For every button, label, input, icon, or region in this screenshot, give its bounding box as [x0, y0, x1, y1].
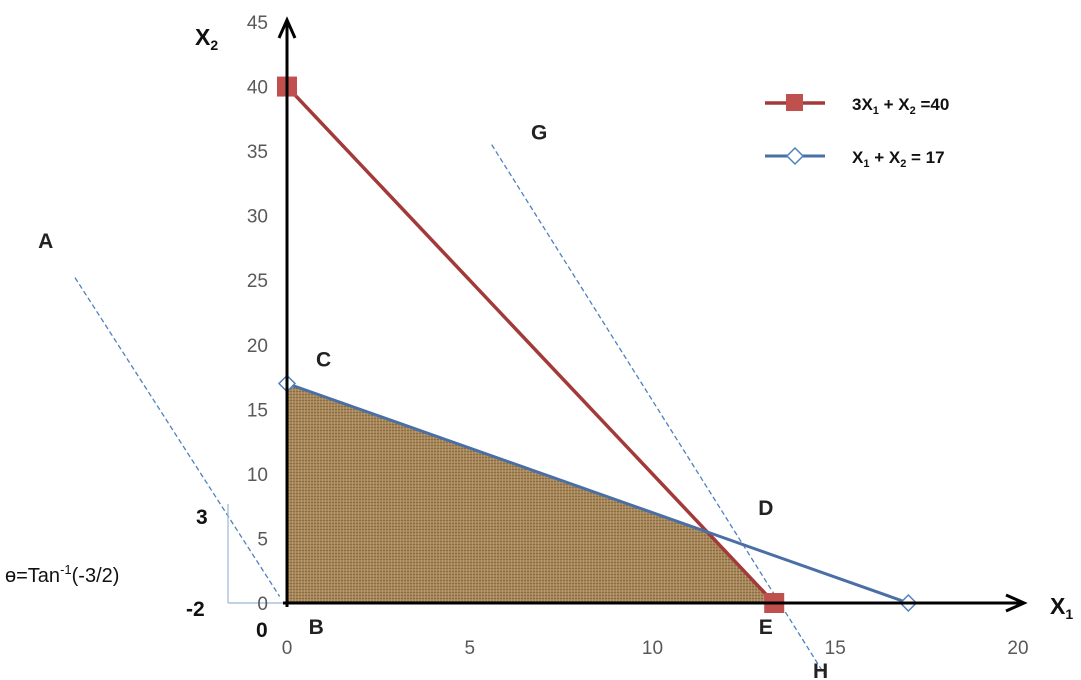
- origin-label: 0: [256, 619, 268, 642]
- series-line-2: [286, 382, 909, 605]
- x-axis-title: X1: [1050, 593, 1073, 622]
- y-tick-label: 35: [247, 142, 268, 163]
- feasible-region: [287, 383, 775, 603]
- point-label-b: B: [309, 616, 324, 639]
- legend-label-series-2: X1 + X2 = 17: [852, 148, 945, 170]
- angle-formula: ɵ=Tan-1(-3/2): [5, 562, 119, 587]
- y-tick-label: 25: [247, 271, 268, 292]
- x-tick-label: 0: [282, 638, 293, 659]
- point-label-a: A: [38, 230, 53, 253]
- point-label-c: C: [316, 349, 331, 372]
- objective-line-1: [74, 277, 281, 597]
- legend-diamond-marker-icon: [785, 146, 805, 166]
- y-tick-label: 5: [257, 529, 268, 550]
- x-tick-label: 20: [1007, 638, 1028, 659]
- y-tick-label: 20: [247, 336, 268, 357]
- y-tick-label: 45: [247, 13, 268, 34]
- angle-rise-label: 3: [196, 506, 208, 529]
- point-label-h: H: [813, 660, 828, 680]
- objective-line-2: [491, 144, 825, 675]
- series-line-1: [285, 85, 776, 605]
- legend-label-series-1: 3X1 + X2 =40: [852, 95, 949, 117]
- point-label-d: D: [758, 497, 773, 520]
- x-tick-label: 10: [642, 638, 663, 659]
- y-axis-arrow-icon: [277, 16, 297, 39]
- y-axis-title: X2: [195, 24, 218, 53]
- y-tick-label: 10: [247, 465, 268, 486]
- y-tick-label: 15: [247, 400, 268, 421]
- angle-run-label: -2: [186, 598, 205, 621]
- point-label-g: G: [531, 121, 547, 144]
- point-label-e: E: [759, 616, 773, 639]
- x-tick-label: 15: [825, 638, 846, 659]
- y-tick-label: 30: [247, 207, 268, 228]
- x-axis-arrow-icon: [1005, 593, 1028, 613]
- y-tick-label: 40: [247, 78, 268, 99]
- legend-square-marker-icon: [786, 94, 803, 111]
- y-tick-label: 0: [257, 594, 268, 615]
- x-tick-label: 5: [464, 638, 475, 659]
- legend: 3X1 + X2 =40 X1 + X2 = 17: [765, 94, 949, 170]
